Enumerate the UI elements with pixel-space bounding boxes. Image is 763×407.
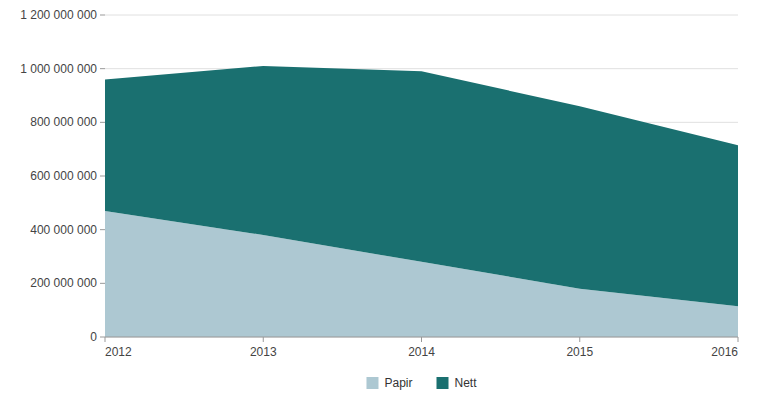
x-tick-label: 2014 bbox=[408, 345, 435, 359]
x-axis: 2012 2013 2014 2015 2016 bbox=[105, 337, 738, 359]
y-tick bbox=[100, 337, 105, 338]
y-tick-label: 200 000 000 bbox=[30, 276, 97, 290]
x-tick-label: 2016 bbox=[711, 345, 738, 359]
y-tick bbox=[100, 176, 105, 177]
x-tick-label: 2013 bbox=[250, 345, 277, 359]
y-axis: 0 200 000 000 400 000 000 600 000 000 800 00… bbox=[20, 8, 105, 344]
grid-line bbox=[105, 15, 738, 16]
y-tick bbox=[100, 122, 105, 123]
x-tick-label: 2015 bbox=[566, 345, 593, 359]
y-tick bbox=[100, 15, 105, 16]
legend-item: Nett bbox=[437, 376, 478, 390]
legend: Papir Nett bbox=[366, 376, 477, 390]
x-tick bbox=[579, 337, 580, 342]
y-tick-label: 800 000 000 bbox=[30, 115, 97, 129]
legend-item: Papir bbox=[366, 376, 412, 390]
grid-line bbox=[105, 68, 738, 69]
chart: 0 200 000 000 400 000 000 600 000 000 800 00… bbox=[0, 0, 763, 407]
y-tick bbox=[100, 68, 105, 69]
x-tick bbox=[738, 337, 739, 342]
y-tick bbox=[100, 283, 105, 284]
y-tick-label: 400 000 000 bbox=[30, 223, 97, 237]
legend-swatch bbox=[366, 377, 378, 389]
x-tick-label: 2012 bbox=[105, 345, 132, 359]
legend-label: Papir bbox=[384, 376, 412, 390]
y-tick-label: 0 bbox=[90, 330, 97, 344]
legend-label: Nett bbox=[455, 376, 478, 390]
y-tick-label: 1 200 000 000 bbox=[20, 8, 97, 22]
x-tick bbox=[263, 337, 264, 342]
area bbox=[105, 66, 738, 306]
y-tick-label: 600 000 000 bbox=[30, 169, 97, 183]
y-tick-label: 1 000 000 000 bbox=[20, 62, 97, 76]
x-tick bbox=[105, 337, 106, 342]
y-tick bbox=[100, 229, 105, 230]
x-tick bbox=[421, 337, 422, 342]
areas bbox=[105, 66, 738, 337]
legend-swatch bbox=[437, 377, 449, 389]
y-grid bbox=[105, 15, 738, 337]
